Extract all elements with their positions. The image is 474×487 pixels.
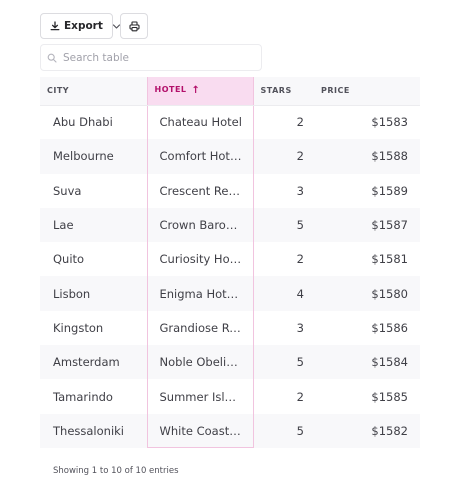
cell-city: Tamarindo bbox=[53, 389, 113, 404]
cell-stars: 2 bbox=[296, 252, 304, 267]
cell-hotel: Summer Isle … bbox=[146, 379, 254, 414]
download-icon bbox=[50, 21, 60, 31]
column-header-city[interactable]: CITY bbox=[40, 77, 147, 106]
cell-city: Kingston bbox=[53, 320, 104, 335]
cell-hotel: Grandiose Re… bbox=[146, 310, 254, 346]
column-header-price[interactable]: PRICE bbox=[314, 77, 420, 106]
cell-hotel: Enigma Hotel… bbox=[146, 276, 254, 311]
cell-price: $1588 bbox=[314, 139, 420, 174]
cell-city: Lae bbox=[40, 207, 147, 243]
cell-price: $1585 bbox=[371, 389, 408, 404]
chevron-down-icon bbox=[112, 22, 121, 31]
cell-city: Thessaloniki bbox=[40, 413, 147, 448]
cell-city: Quito bbox=[53, 252, 85, 267]
cell-stars: 5 bbox=[253, 207, 314, 243]
column-header-hotel[interactable]: HOTEL ↑ bbox=[146, 77, 254, 106]
table-header-row: CITY HOTEL ↑ STARS PRICE bbox=[40, 77, 420, 106]
table-row: Tamarindo Summer Isle … 2 $1585 bbox=[40, 379, 420, 414]
cell-city: Melbourne bbox=[40, 139, 147, 174]
cell-city: Lisbon bbox=[40, 276, 147, 311]
search-input[interactable] bbox=[63, 51, 243, 64]
column-label: STARS bbox=[260, 86, 292, 96]
print-icon bbox=[128, 20, 140, 32]
cell-price: $1583 bbox=[371, 115, 408, 130]
export-label: Export bbox=[64, 20, 103, 32]
cell-hotel: Crescent Resort bbox=[146, 173, 254, 208]
search-box bbox=[40, 44, 262, 71]
cell-stars: 5 bbox=[253, 345, 314, 380]
cell-price: $1580 bbox=[314, 276, 420, 311]
pagination-info: Showing 1 to 10 of 10 entries bbox=[53, 466, 179, 476]
cell-stars: 2 bbox=[253, 139, 314, 174]
table-row: Kingston Grandiose Re… 3 $1586 bbox=[40, 310, 420, 346]
cell-city: Abu Dhabi bbox=[53, 115, 113, 130]
table-row: Lae Crown Baron … 5 $1587 bbox=[40, 207, 420, 243]
cell-stars: 2 bbox=[296, 115, 304, 130]
cell-price: $1582 bbox=[314, 413, 420, 448]
table-row: Lisbon Enigma Hotel… 4 $1580 bbox=[40, 276, 420, 311]
cell-hotel: White Coast … bbox=[146, 413, 254, 449]
cell-price: $1589 bbox=[371, 183, 408, 198]
cell-stars: 5 bbox=[253, 413, 314, 448]
cell-price: $1586 bbox=[371, 320, 408, 335]
cell-hotel: Comfort Hot… bbox=[146, 139, 254, 174]
cell-price: $1581 bbox=[371, 252, 408, 267]
cell-stars: 4 bbox=[253, 276, 314, 311]
cell-hotel: Curiosity Hotel bbox=[146, 242, 254, 277]
column-label: CITY bbox=[47, 86, 70, 96]
toolbar: Export bbox=[40, 13, 148, 39]
table-row: Suva Crescent Resort 3 $1589 bbox=[40, 173, 420, 208]
column-label: PRICE bbox=[321, 86, 350, 96]
table-row: Amsterdam Noble Obelis… 5 $1584 bbox=[40, 345, 420, 380]
cell-city: Suva bbox=[53, 183, 82, 198]
export-button[interactable]: Export bbox=[40, 13, 120, 39]
column-label: HOTEL bbox=[154, 85, 187, 95]
column-header-stars[interactable]: STARS bbox=[253, 77, 314, 106]
table-row: Abu Dhabi Chateau Hotel 2 $1583 bbox=[40, 105, 420, 140]
table-row: Thessaloniki White Coast … 5 $1582 bbox=[40, 413, 420, 449]
cell-hotel: Crown Baron … bbox=[146, 207, 254, 243]
cell-price: $1587 bbox=[314, 207, 420, 243]
sort-ascending-icon: ↑ bbox=[191, 85, 201, 97]
table-row: Quito Curiosity Hotel 2 $1581 bbox=[40, 242, 420, 277]
cell-price: $1584 bbox=[314, 345, 420, 380]
print-button[interactable] bbox=[120, 13, 148, 39]
cell-hotel: Chateau Hotel bbox=[146, 105, 254, 140]
table-row: Melbourne Comfort Hot… 2 $1588 bbox=[40, 139, 420, 174]
cell-hotel: Noble Obelis… bbox=[146, 345, 254, 380]
cell-stars: 3 bbox=[296, 183, 304, 198]
search-icon bbox=[47, 53, 57, 63]
cell-stars: 3 bbox=[296, 320, 304, 335]
cell-city: Amsterdam bbox=[40, 345, 147, 380]
hotels-table: CITY HOTEL ↑ STARS PRICE Abu Dhabi Chateau… bbox=[40, 77, 420, 449]
cell-stars: 2 bbox=[296, 389, 304, 404]
